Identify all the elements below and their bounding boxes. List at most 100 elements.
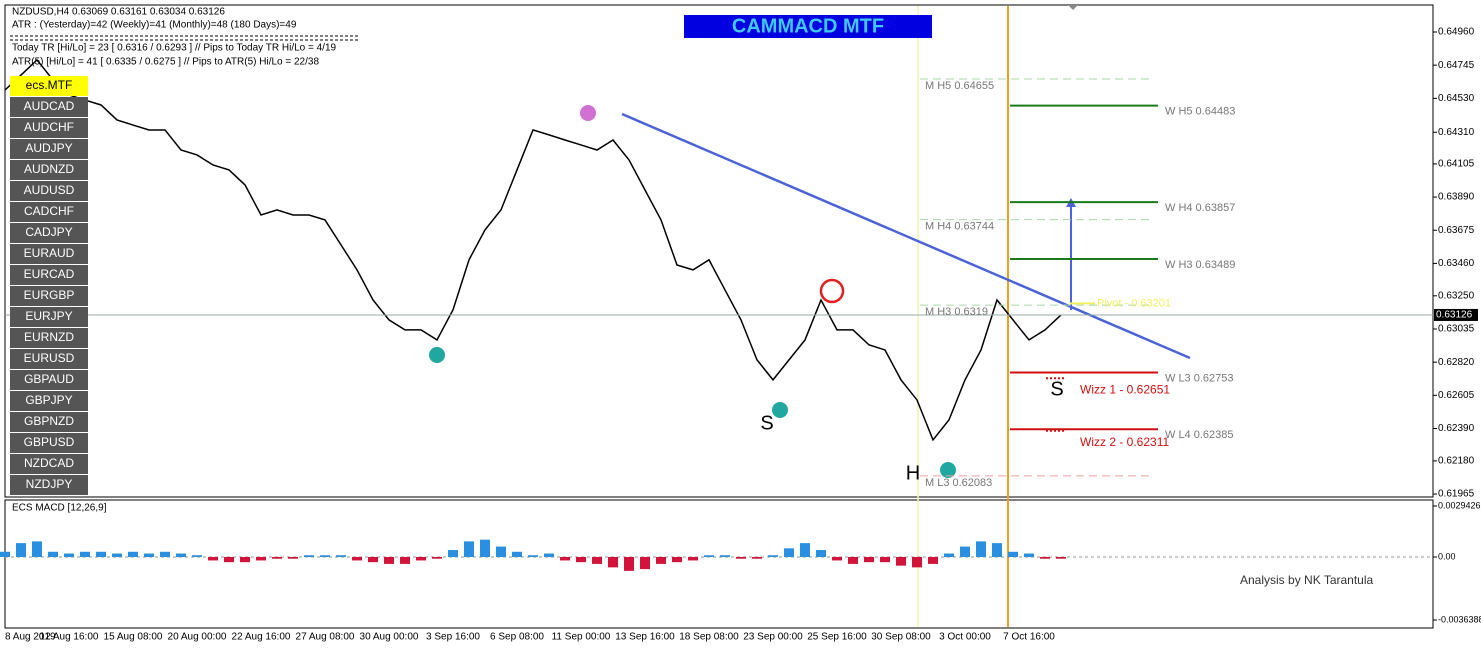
macd-bar (560, 556, 570, 561)
y-tick-label: 0.63460 (1438, 258, 1475, 269)
macd-bar (464, 541, 474, 557)
symbol-button[interactable] (10, 223, 88, 243)
symbol-label[interactable]: GBPAUD (24, 372, 74, 386)
symbol-label[interactable]: AUDCHF (24, 120, 74, 134)
macd-bar (656, 556, 666, 564)
macd-bar (272, 556, 282, 559)
symbol-button[interactable] (10, 244, 88, 264)
macd-bar (160, 551, 170, 557)
x-tick-label: 30 Sep 08:00 (871, 632, 931, 643)
symbol-label[interactable]: AUDUSD (24, 183, 75, 197)
symbol-info: NZDUSD,H4 0.63069 0.63161 0.63034 0.6312… (12, 7, 225, 18)
symbol-button[interactable] (10, 349, 88, 369)
symbol-button[interactable] (10, 328, 88, 348)
symbol-button[interactable] (10, 433, 88, 453)
macd-bar (1008, 551, 1018, 557)
x-tick-label: 7 Oct 16:00 (1003, 632, 1055, 643)
y-tick-label: 0.63250 (1438, 290, 1475, 301)
symbol-button[interactable] (10, 181, 88, 201)
symbol-label[interactable]: AUDJPY (25, 141, 72, 155)
pivot-label: Pivot - 0.63201 (1097, 297, 1171, 309)
symbol-label[interactable]: GBPJPY (25, 393, 72, 407)
macd-bar (192, 555, 202, 557)
macd-bar (256, 556, 266, 561)
level-label: M H4 0.63744 (925, 221, 994, 233)
macd-bar (144, 553, 154, 557)
symbol-label[interactable]: NZDJPY (26, 477, 73, 491)
level-label: M H5 0.64655 (925, 80, 994, 92)
macd-bar (768, 555, 778, 557)
x-tick-label: 13 Sep 16:00 (615, 632, 675, 643)
macd-bar (432, 556, 442, 559)
symbol-label[interactable]: EURCAD (24, 267, 75, 281)
symbol-button[interactable] (10, 475, 88, 495)
macd-bar (912, 556, 922, 568)
symbol-button[interactable] (10, 370, 88, 390)
macd-bar (512, 551, 522, 557)
symbol-label[interactable]: EURAUD (24, 246, 75, 260)
symbol-button[interactable] (10, 160, 88, 180)
symbol-label[interactable]: CADJPY (25, 225, 72, 239)
macd-bar (48, 551, 58, 557)
macd-bar (608, 556, 618, 568)
macd-bar (128, 551, 138, 557)
x-tick-label: 30 Aug 00:00 (360, 632, 419, 643)
symbol-label[interactable]: EURJPY (25, 309, 72, 323)
macd-bar (288, 556, 298, 559)
macd-bar (736, 556, 746, 559)
annotation: H (906, 462, 920, 484)
macd-bar (928, 556, 938, 564)
macd-bar (672, 556, 682, 563)
annotation: S (760, 412, 773, 434)
symbol-label[interactable]: AUDCAD (24, 99, 75, 113)
symbol-label[interactable]: ecs.MTF (26, 78, 73, 92)
level-label: W H5 0.64483 (1165, 105, 1235, 117)
macd-bar (544, 553, 554, 557)
y-tick-label: 0.00 (1438, 551, 1456, 561)
y-tick-label: 0.62820 (1438, 357, 1475, 368)
symbol-button[interactable] (10, 307, 88, 327)
symbol-button[interactable] (10, 454, 88, 474)
macd-bar (352, 556, 362, 561)
symbol-button[interactable] (10, 76, 88, 96)
x-tick-label: 8 Aug 2019 (5, 632, 56, 643)
symbol-button[interactable] (10, 412, 88, 432)
y-tick-label: 0.63890 (1438, 192, 1475, 203)
macd-bar (176, 553, 186, 557)
macd-bar (304, 555, 314, 557)
macd-bar (16, 543, 26, 557)
symbol-label[interactable]: EURNZD (24, 330, 74, 344)
macd-bar (976, 541, 986, 557)
symbol-button[interactable] (10, 97, 88, 117)
macd-bar (496, 546, 506, 557)
symbol-button[interactable] (10, 139, 88, 159)
macd-bar (752, 556, 762, 559)
symbol-button[interactable] (10, 265, 88, 285)
symbol-label[interactable]: GBPUSD (24, 435, 75, 449)
symbol-label[interactable]: EURUSD (24, 351, 75, 365)
macd-bar (1040, 556, 1050, 559)
macd-bar (32, 541, 42, 557)
symbol-button[interactable] (10, 118, 88, 138)
macd-bar (400, 556, 410, 564)
macd-bar (480, 539, 490, 557)
x-tick-label: 3 Oct 00:00 (939, 632, 991, 643)
price-panel (4, 4, 1434, 498)
y-tick-label: 0.0029426 (1438, 500, 1481, 510)
wizz-label: Wizz 1 - 0.62651 (1080, 382, 1170, 396)
symbol-button[interactable] (10, 202, 88, 222)
today-tr: Today TR [Hi/Lo] = 23 [ 0.6316 / 0.6293 … (12, 43, 337, 54)
footer: Analysis by NK Tarantula (1240, 573, 1374, 587)
macd-bar (880, 556, 890, 563)
symbol-button[interactable] (10, 391, 88, 411)
symbol-label[interactable]: NZDCAD (24, 456, 74, 470)
macd-bar (720, 555, 730, 557)
macd-bar (448, 550, 458, 557)
symbol-label[interactable]: EURGBP (24, 288, 75, 302)
symbol-button[interactable] (10, 286, 88, 306)
symbol-label[interactable]: AUDNZD (24, 162, 74, 176)
symbol-label[interactable]: CADCHF (24, 204, 74, 218)
macd-bar (800, 543, 810, 557)
symbol-label[interactable]: GBPNZD (24, 414, 74, 428)
macd-bar (112, 553, 122, 557)
